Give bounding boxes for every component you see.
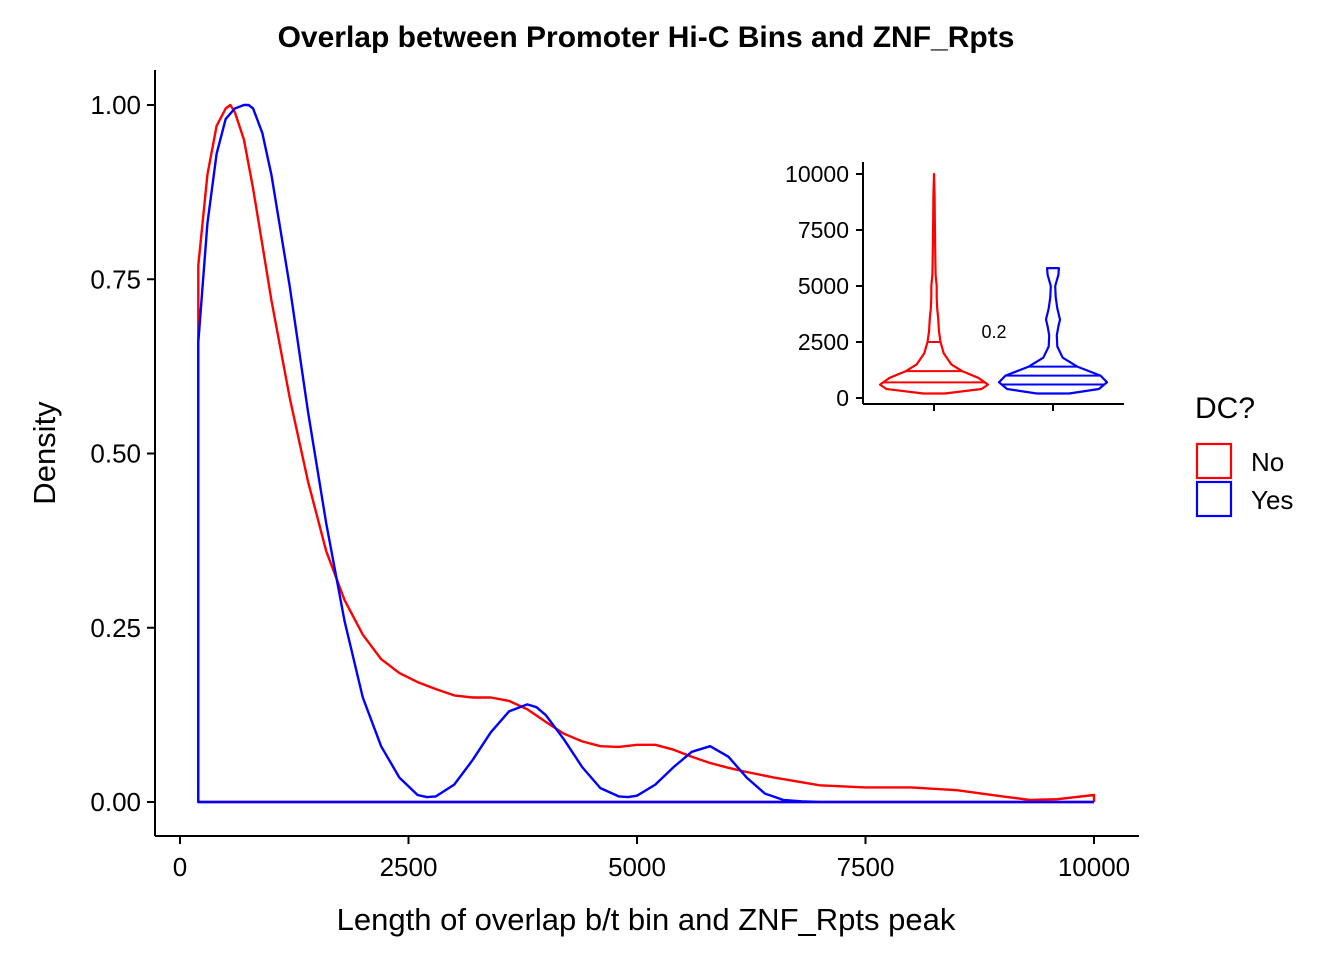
x-ticks: 0 2500 5000 7500 10000 xyxy=(173,836,1130,882)
main-plot: 0 2500 5000 7500 10000 0.00 0.25 0.50 0.75 1.00 xyxy=(90,70,1139,882)
x-tick-label: 10000 xyxy=(1058,852,1130,882)
inset-y-tick-label: 5000 xyxy=(798,273,849,299)
y-tick-label: 0.00 xyxy=(90,787,141,817)
x-axis-label: Length of overlap b/t bin and ZNF_Rpts p… xyxy=(337,902,956,937)
legend-key-yes xyxy=(1195,480,1233,518)
x-tick-label: 5000 xyxy=(608,852,666,882)
inset-y-tick-label: 2500 xyxy=(798,329,849,355)
violin-no xyxy=(878,172,990,395)
legend-key-no xyxy=(1195,442,1233,480)
density-line-no xyxy=(197,103,1096,804)
inset-y-tick-label: 10000 xyxy=(785,161,849,187)
series-layer xyxy=(197,103,1096,804)
chart-title: Overlap between Promoter Hi-C Bins and Z… xyxy=(278,21,1015,54)
inset-y-tick-label: 0 xyxy=(836,385,849,411)
inset-y-ticks: 0 2500 5000 7500 10000 xyxy=(785,161,863,411)
legend: DC? No Yes xyxy=(1195,392,1293,518)
legend-title: DC? xyxy=(1195,392,1255,425)
x-tick-label: 7500 xyxy=(837,852,895,882)
legend-label-yes: Yes xyxy=(1251,485,1293,515)
x-tick-label: 2500 xyxy=(380,852,438,882)
inset-violin-plot: 0 2500 5000 7500 10000 0.2 xyxy=(785,161,1124,411)
y-tick-label: 0.25 xyxy=(90,613,141,643)
y-tick-label: 0.50 xyxy=(90,439,141,469)
legend-entries: No Yes xyxy=(1195,442,1293,518)
inset-violins xyxy=(878,172,1109,395)
inset-p-value-annotation: 0.2 xyxy=(981,322,1006,342)
inset-y-tick-label: 7500 xyxy=(798,217,849,243)
x-tick-label: 0 xyxy=(173,852,187,882)
density-line-yes xyxy=(197,103,1094,804)
y-axis-label: Density xyxy=(27,401,62,505)
legend-label-no: No xyxy=(1251,447,1284,477)
y-tick-label: 0.75 xyxy=(90,264,141,294)
y-tick-label: 1.00 xyxy=(90,90,141,120)
y-ticks: 0.00 0.25 0.50 0.75 1.00 xyxy=(90,90,155,817)
